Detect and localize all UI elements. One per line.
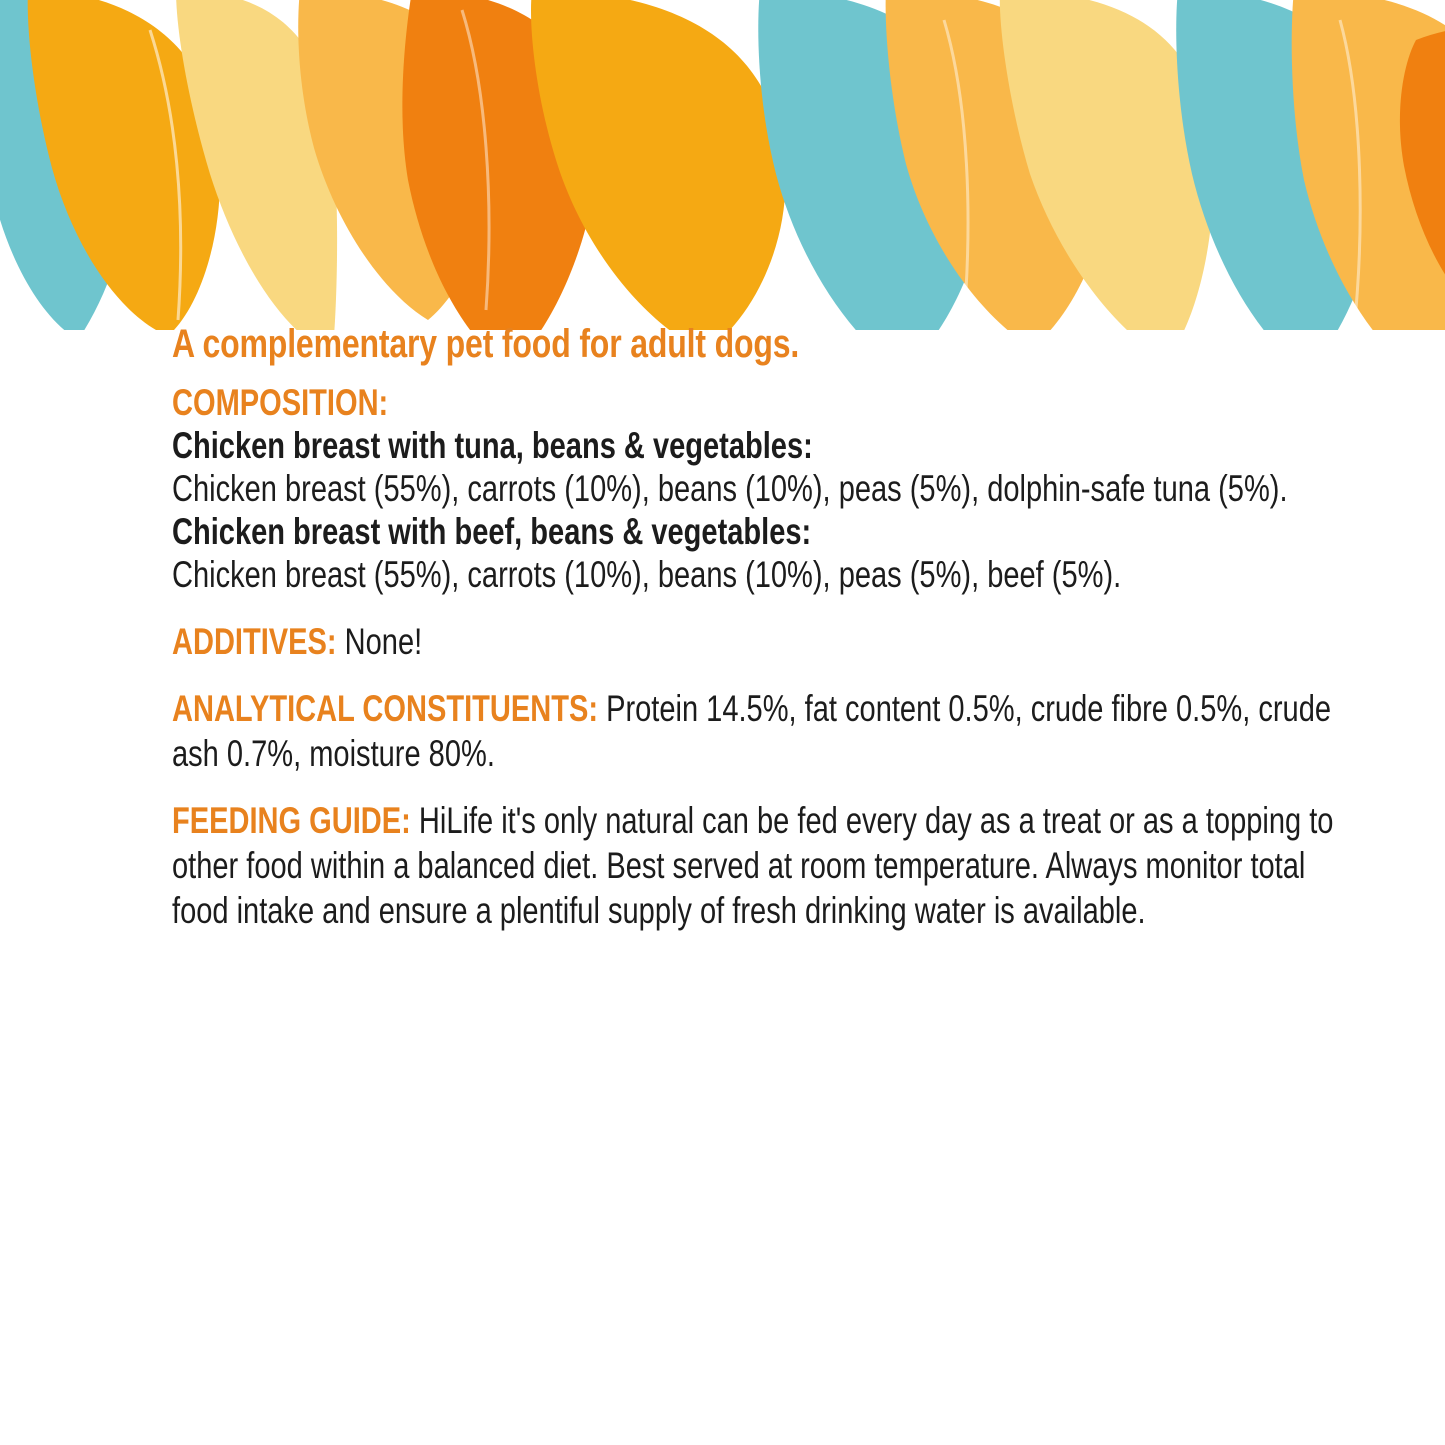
pale-yellow-stroke-right xyxy=(999,0,1214,330)
feeding-guide-value: HiLife it's only natural can be fed ever… xyxy=(172,799,1334,932)
light-amber-stroke-right xyxy=(885,0,1110,330)
brush-stroke-group xyxy=(0,0,1445,330)
light-amber-stroke-far-right xyxy=(1291,0,1445,330)
composition-variant-1-title: Chicken breast with beef, beans & vegeta… xyxy=(172,510,812,552)
composition-variant-0-ingredients: Chicken breast (55%), carrots (10%), bea… xyxy=(172,467,1288,509)
amber-stroke-left xyxy=(27,0,221,330)
brush-stroke-banner xyxy=(0,0,1445,330)
composition-variant-1-ingredients: Chicken breast (55%), carrots (10%), bea… xyxy=(172,553,1122,595)
light-amber-stroke-left-mid xyxy=(298,0,496,320)
teal-stroke-mid-right xyxy=(758,0,988,330)
analytical-constituents-heading: ANALYTICAL CONSTITUENTS: xyxy=(172,687,599,729)
bristle-highlight-4 xyxy=(1338,19,1362,330)
composition-section: COMPOSITION: Chicken breast with tuna, b… xyxy=(172,382,1352,597)
pale-yellow-stroke-left xyxy=(176,0,338,330)
bristle-highlight-1 xyxy=(148,29,183,321)
additives-section: ADDITIVES: None! xyxy=(172,619,1352,664)
bristle-highlight-2 xyxy=(460,9,491,311)
label-text-content: A complementary pet food for adult dogs.… xyxy=(172,322,1352,939)
additives-heading: ADDITIVES: xyxy=(172,620,337,662)
teal-stroke-left xyxy=(0,0,131,330)
additives-value: None! xyxy=(344,620,423,662)
analytical-constituents-block: ANALYTICAL CONSTITUENTS: Protein 14.5%, … xyxy=(172,686,1352,776)
deep-orange-stroke-mid xyxy=(402,0,597,330)
bristle-highlight-3 xyxy=(942,19,970,330)
analytical-constituents-section: ANALYTICAL CONSTITUENTS: Protein 14.5%, … xyxy=(172,686,1352,776)
composition-variant-0-title: Chicken breast with tuna, beans & vegeta… xyxy=(172,424,813,466)
headline: A complementary pet food for adult dogs. xyxy=(172,322,800,366)
composition-block: COMPOSITION: Chicken breast with tuna, b… xyxy=(172,382,1352,597)
composition-heading: COMPOSITION: xyxy=(172,382,389,423)
additives-block: ADDITIVES: None! xyxy=(172,619,1352,664)
analytical-constituents-value: Protein 14.5%, fat content 0.5%, crude f… xyxy=(172,687,1332,774)
feeding-guide-heading: FEEDING GUIDE: xyxy=(172,799,411,841)
deep-orange-stroke-far-right xyxy=(1399,31,1445,275)
teal-stroke-far-right xyxy=(1176,0,1383,330)
amber-stroke-mid xyxy=(531,0,786,330)
feeding-guide-section: FEEDING GUIDE: HiLife it's only natural … xyxy=(172,798,1352,933)
feeding-guide-block: FEEDING GUIDE: HiLife it's only natural … xyxy=(172,798,1352,933)
